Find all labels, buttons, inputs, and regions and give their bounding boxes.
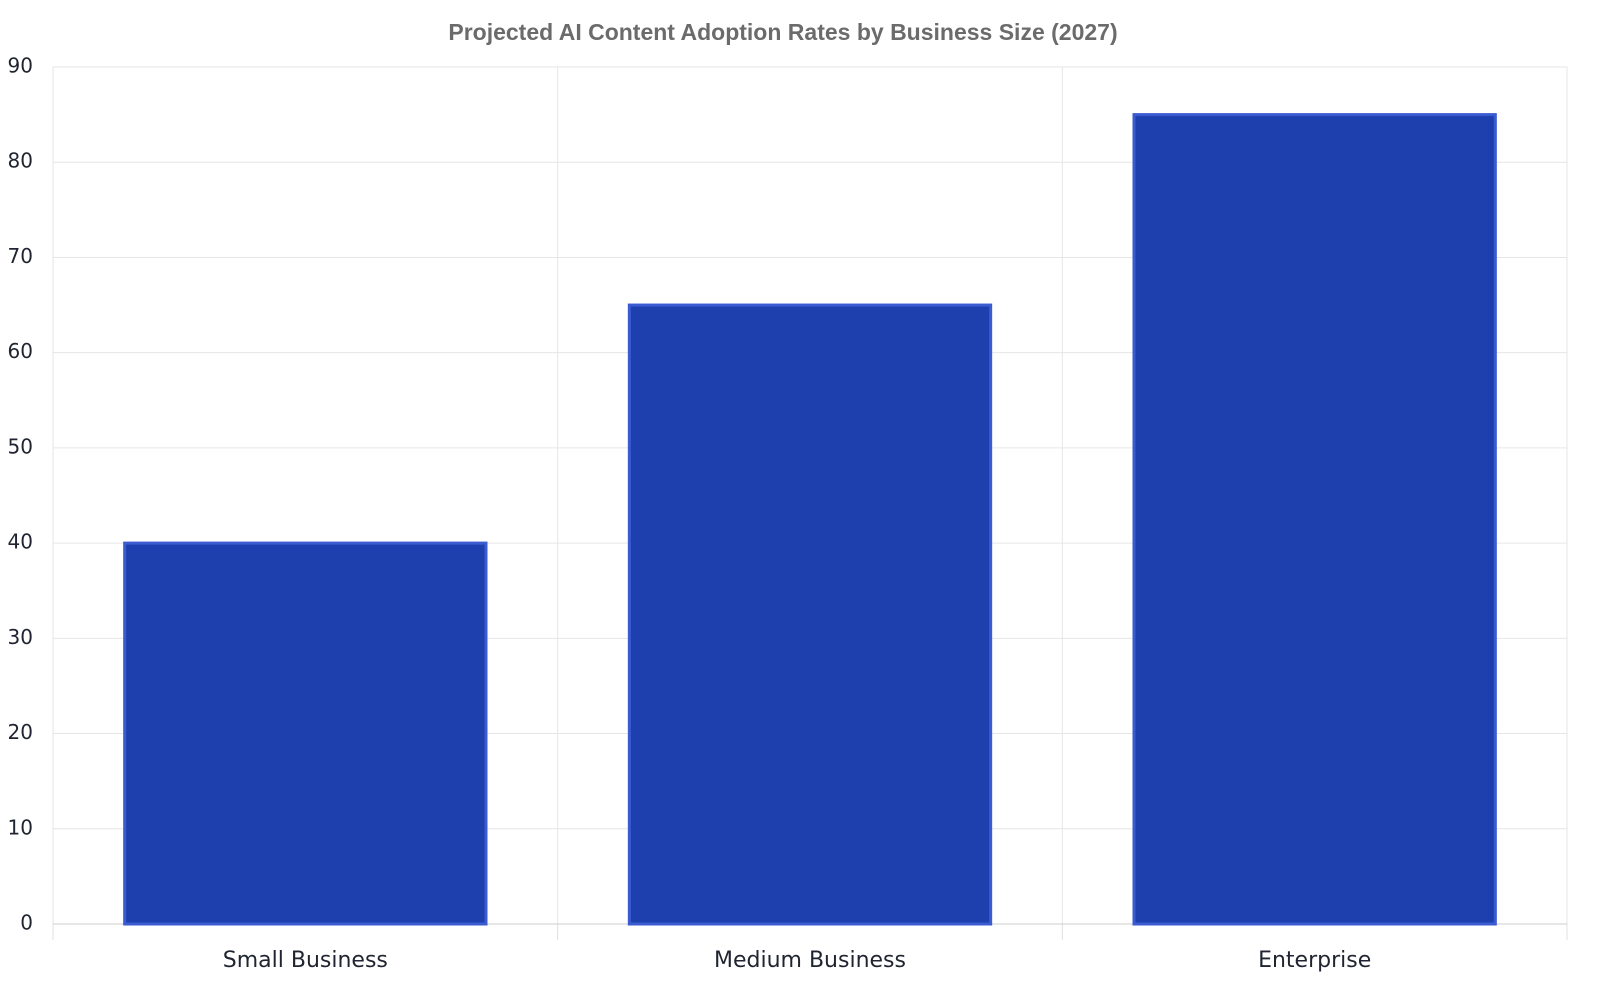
y-tick-label: 50 [8, 434, 33, 458]
chart-title: Projected AI Content Adoption Rates by B… [448, 19, 1117, 45]
bar [627, 303, 993, 926]
y-tick-label: 90 [8, 54, 33, 78]
y-tick-label: 0 [20, 911, 33, 935]
y-tick-label: 70 [8, 244, 33, 268]
y-tick-label: 20 [8, 720, 33, 744]
y-tick-label: 80 [8, 149, 33, 173]
x-tick-label: Enterprise [1258, 948, 1371, 973]
y-tick-label: 40 [8, 530, 33, 554]
bar [1132, 113, 1497, 926]
y-tick-label: 30 [8, 625, 33, 649]
x-tick-label: Medium Business [714, 948, 906, 973]
y-tick-label: 60 [8, 339, 33, 363]
y-tick-label: 10 [8, 815, 33, 839]
bar [123, 541, 488, 926]
x-tick-label: Small Business [223, 948, 388, 973]
